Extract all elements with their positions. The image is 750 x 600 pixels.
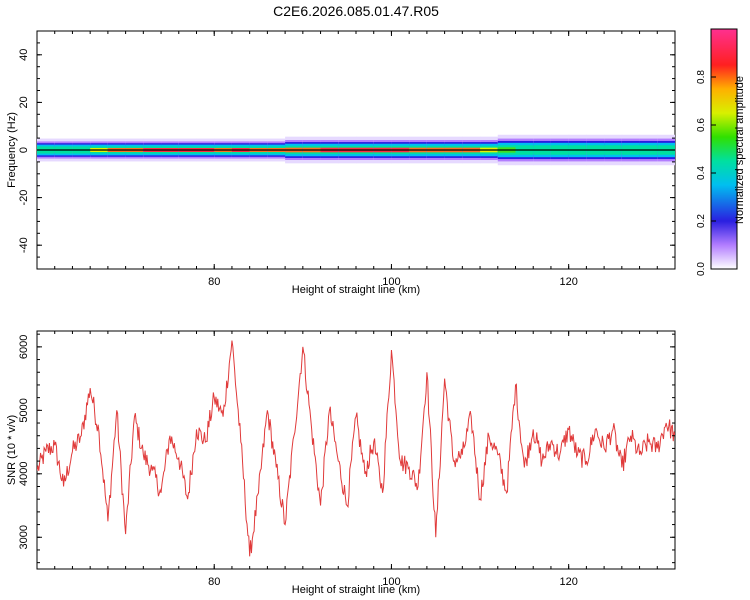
bottom-x-axis-label: Height of straight line (km): [292, 584, 420, 596]
bottom-y-axis-label: SNR (10 * v/v): [6, 415, 18, 485]
bottom-y-tick-label: 3000: [18, 525, 30, 549]
colorbar-tick-label: 0.4: [696, 166, 707, 180]
bottom-x-tick-label: 80: [208, 576, 220, 588]
top-y-tick-label: 20: [18, 96, 30, 108]
top-x-ticks: 80 100 120: [54, 31, 676, 288]
colorbar-gradient: [710, 28, 738, 270]
bottom-x-tick-label: 100: [382, 576, 400, 588]
colorbar-tick-label: 0.6: [696, 118, 707, 132]
colorbar: 0.0 0.2 0.4 0.6 0.8 Normalized spectral ampl…: [696, 28, 746, 276]
top-y-tick-label: 0: [18, 147, 30, 153]
bottom-x-ticks: 80 100 120: [54, 331, 676, 588]
colorbar-tick-label: 0.2: [696, 214, 707, 228]
colorbar-tick-label: 0.8: [696, 70, 707, 84]
top-y-tick-label: 40: [18, 49, 30, 61]
snr-series-line: [37, 340, 675, 557]
top-y-tick-label: -20: [18, 190, 30, 206]
top-x-tick-label: 100: [382, 276, 400, 288]
spectrogram-band: [37, 134, 675, 166]
page-title: C2E6.2026.085.01.47.R05: [273, 3, 439, 19]
spectrogram-panel: -40 -20 0 20 40 80 100 120 Height of straight …: [6, 30, 676, 296]
top-x-tick-label: 120: [559, 276, 577, 288]
colorbar-label: Normalized spectral amplitude: [734, 76, 746, 224]
bottom-x-tick-label: 120: [559, 576, 577, 588]
bottom-y-ticks: 3000 4000 5000 6000: [18, 333, 675, 564]
top-x-axis-label: Height of straight line (km): [292, 284, 420, 296]
colorbar-tick-label: 0.0: [696, 262, 707, 276]
bottom-y-tick-label: 4000: [18, 462, 30, 486]
snr-panel: 3000 4000 5000 6000 80 100 120 Height of stra…: [6, 330, 676, 596]
top-y-axis-label: Frequency (Hz): [6, 112, 18, 188]
bottom-y-tick-label: 5000: [18, 398, 30, 422]
top-x-tick-label: 80: [208, 276, 220, 288]
bottom-y-tick-label: 6000: [18, 335, 30, 359]
colorbar-ticks: 0.0 0.2 0.4 0.6 0.8: [696, 70, 716, 276]
top-y-tick-label: -40: [18, 237, 30, 253]
